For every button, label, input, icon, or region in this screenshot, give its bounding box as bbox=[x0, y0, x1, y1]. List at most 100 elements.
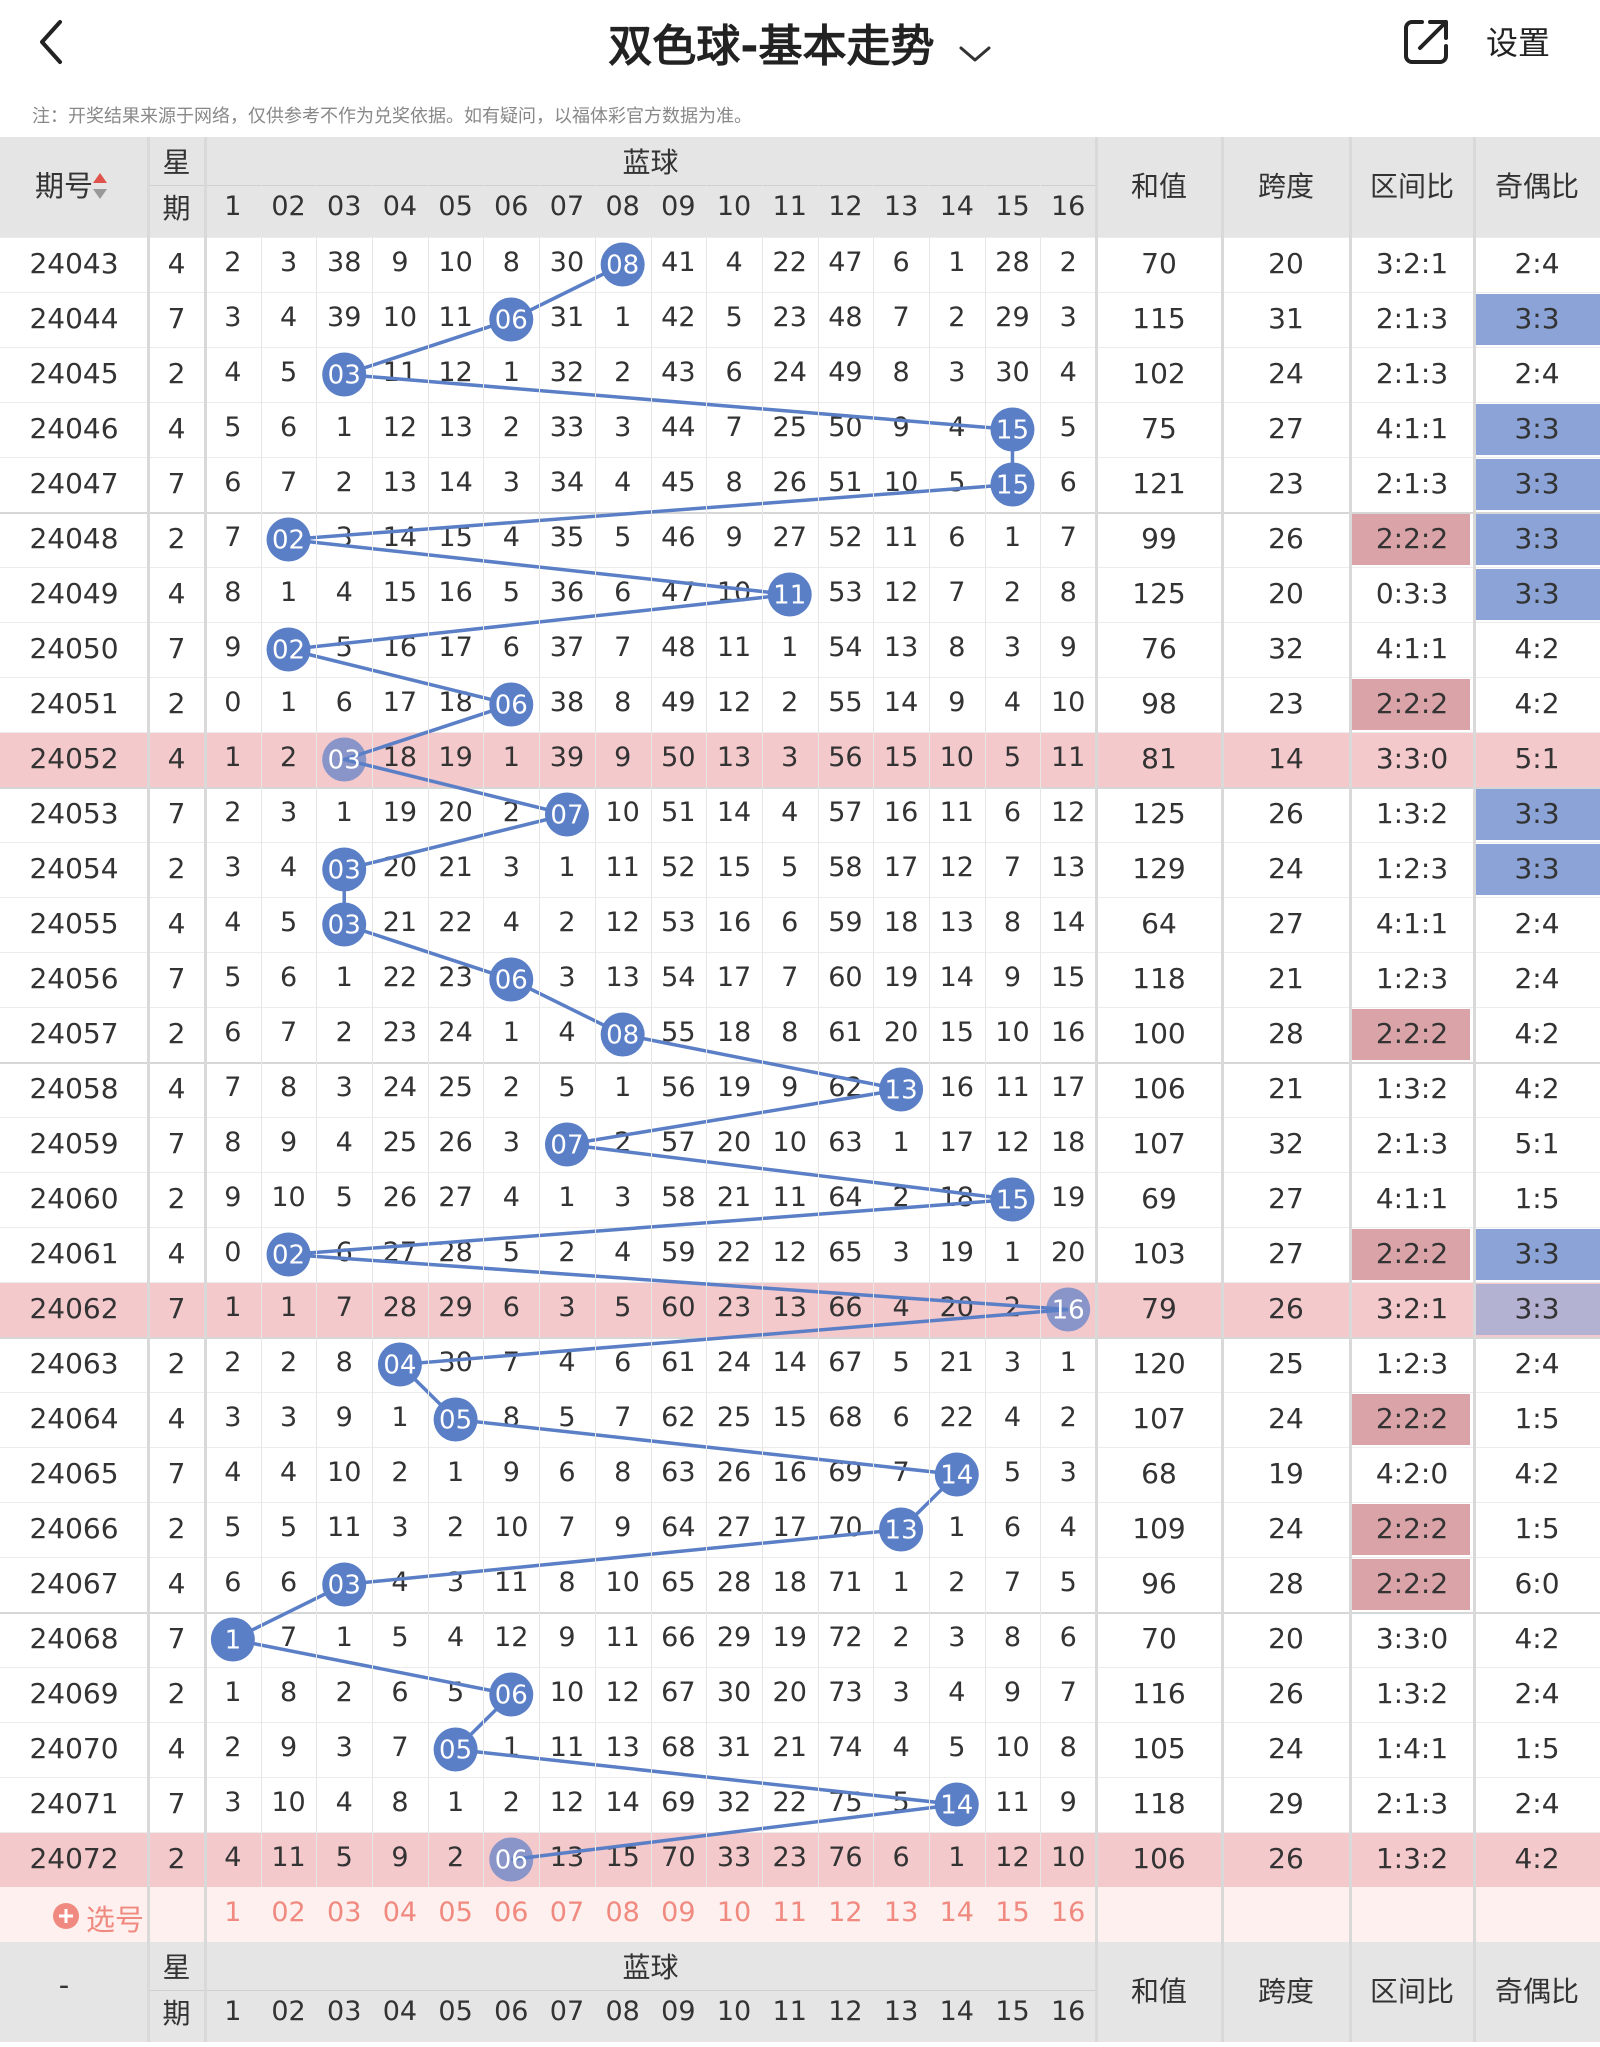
omission-cell: 3 bbox=[948, 357, 966, 388]
issue-number: 24064 bbox=[29, 1402, 119, 1435]
omission-cell: 57 bbox=[661, 1127, 696, 1158]
blue-ball bbox=[210, 1617, 255, 1662]
omission-cell: 4 bbox=[1003, 687, 1022, 718]
pick-number-10[interactable]: 10 bbox=[716, 1897, 752, 1928]
pick-number-11[interactable]: 11 bbox=[772, 1897, 807, 1928]
span-value: 20 bbox=[1268, 1622, 1304, 1655]
sort-arrow-icon[interactable] bbox=[92, 171, 108, 201]
omission-cell: 9 bbox=[1003, 962, 1022, 993]
share-external-icon bbox=[1404, 20, 1448, 64]
omission-cell: 10 bbox=[438, 247, 473, 278]
blue-ball bbox=[322, 902, 367, 947]
omission-cell: 5 bbox=[1059, 412, 1077, 443]
omission-cell: 8 bbox=[1059, 577, 1077, 608]
omission-cell: 32 bbox=[716, 1787, 752, 1818]
row-divider bbox=[0, 1722, 1600, 1723]
zone-ratio: 1:4:1 bbox=[1375, 1732, 1449, 1765]
share-button[interactable] bbox=[1398, 14, 1454, 70]
pick-number-9[interactable]: 09 bbox=[661, 1897, 696, 1928]
omission-cell: 1 bbox=[447, 1787, 465, 1818]
span-value: 23 bbox=[1268, 467, 1304, 500]
top-week-bottom: 期 bbox=[162, 192, 191, 225]
omission-cell: 4 bbox=[948, 412, 966, 443]
omission-cell: 14 bbox=[883, 687, 919, 718]
omission-cell: 33 bbox=[549, 412, 585, 443]
omission-cell: 17 bbox=[716, 962, 752, 993]
omission-cell: 4 bbox=[335, 577, 353, 608]
back-button[interactable] bbox=[30, 14, 80, 70]
blue-ball bbox=[489, 957, 534, 1002]
omission-cell: 48 bbox=[828, 302, 863, 333]
pick-number-4[interactable]: 04 bbox=[382, 1897, 418, 1928]
oddeven-ratio: 1:5 bbox=[1514, 1512, 1560, 1545]
omission-cell: 21 bbox=[382, 907, 418, 938]
omission-cell: 27 bbox=[716, 1512, 752, 1543]
table-row[interactable] bbox=[0, 732, 1600, 787]
number-column-divider bbox=[873, 185, 875, 1887]
omission-cell: 4 bbox=[391, 1567, 409, 1598]
zone-highlight bbox=[1352, 514, 1470, 565]
omission-cell: 2 bbox=[502, 1072, 520, 1103]
omission-cell: 34 bbox=[549, 467, 585, 498]
omission-cell: 24 bbox=[772, 357, 807, 388]
zone-ratio: 3:2:1 bbox=[1375, 1292, 1449, 1325]
omission-cell: 1 bbox=[502, 742, 520, 773]
top-number-13: 13 bbox=[883, 191, 919, 222]
blue-ball bbox=[266, 517, 311, 562]
pick-number-6[interactable]: 06 bbox=[494, 1897, 529, 1928]
pick-number-3[interactable]: 03 bbox=[327, 1897, 362, 1928]
oddeven-highlight bbox=[1476, 569, 1600, 620]
span-value: 24 bbox=[1268, 1402, 1304, 1435]
top-issue-header[interactable]: 期号 bbox=[34, 169, 93, 203]
top-blue-title: 蓝球 bbox=[622, 146, 679, 179]
pick-number-8[interactable]: 08 bbox=[605, 1897, 640, 1928]
omission-cell: 1 bbox=[224, 1677, 242, 1708]
omission-cell: 25 bbox=[382, 1127, 418, 1158]
footer-number-6: 06 bbox=[494, 1996, 529, 2027]
page-title-dropdown[interactable]: 双色球-基本走势 bbox=[0, 10, 1600, 75]
omission-cell: 5 bbox=[781, 852, 799, 883]
pick-number-12[interactable]: 12 bbox=[828, 1897, 863, 1928]
settings-button[interactable]: 设置 bbox=[1486, 24, 1551, 62]
row-divider bbox=[0, 402, 1600, 403]
pick-number-15[interactable]: 15 bbox=[995, 1897, 1030, 1928]
blue-ball-label: 15 bbox=[996, 1186, 1029, 1216]
omission-cell: 38 bbox=[327, 247, 362, 278]
omission-cell: 8 bbox=[1003, 907, 1022, 938]
sum-value: 120 bbox=[1132, 1347, 1186, 1380]
pick-number-14[interactable]: 14 bbox=[939, 1897, 974, 1928]
pick-number-1[interactable]: 1 bbox=[224, 1897, 242, 1928]
pick-number-13[interactable]: 13 bbox=[883, 1897, 919, 1928]
omission-cell: 48 bbox=[661, 632, 696, 663]
omission-cell: 1 bbox=[391, 1402, 409, 1433]
row-divider bbox=[0, 1557, 1600, 1558]
pick-number-7[interactable]: 07 bbox=[549, 1897, 585, 1928]
omission-cell: 23 bbox=[382, 1017, 418, 1048]
zone-ratio: 2:2:2 bbox=[1375, 687, 1449, 720]
oddeven-ratio: 4:2 bbox=[1514, 1622, 1560, 1655]
omission-cell: 13 bbox=[605, 962, 640, 993]
omission-cell: 52 bbox=[661, 852, 696, 883]
omission-cell: 30 bbox=[995, 357, 1030, 388]
omission-cell: 11 bbox=[327, 1512, 362, 1543]
omission-cell: 20 bbox=[716, 1127, 752, 1158]
omission-cell: 29 bbox=[438, 1292, 473, 1323]
zone-ratio: 2:1:3 bbox=[1375, 302, 1449, 335]
omission-cell: 27 bbox=[438, 1182, 473, 1213]
footer-number-9: 09 bbox=[661, 1996, 696, 2027]
omission-cell: 21 bbox=[438, 852, 473, 883]
sum-value: 106 bbox=[1132, 1072, 1186, 1105]
omission-cell: 36 bbox=[549, 577, 585, 608]
omission-cell: 7 bbox=[892, 1457, 910, 1488]
zone-ratio: 2:1:3 bbox=[1375, 1787, 1449, 1820]
pick-number-2[interactable]: 02 bbox=[271, 1897, 306, 1928]
pick-number-button[interactable]: 选号 bbox=[52, 1897, 144, 1937]
span-value: 19 bbox=[1268, 1457, 1304, 1490]
table-row[interactable] bbox=[0, 1832, 1600, 1887]
oddeven-highlight bbox=[1476, 844, 1600, 895]
sum-value: 68 bbox=[1141, 1457, 1177, 1490]
omission-cell: 5 bbox=[1059, 1567, 1077, 1598]
pick-number-5[interactable]: 05 bbox=[438, 1897, 473, 1928]
omission-cell: 8 bbox=[279, 1072, 298, 1103]
pick-number-16[interactable]: 16 bbox=[1050, 1897, 1086, 1928]
